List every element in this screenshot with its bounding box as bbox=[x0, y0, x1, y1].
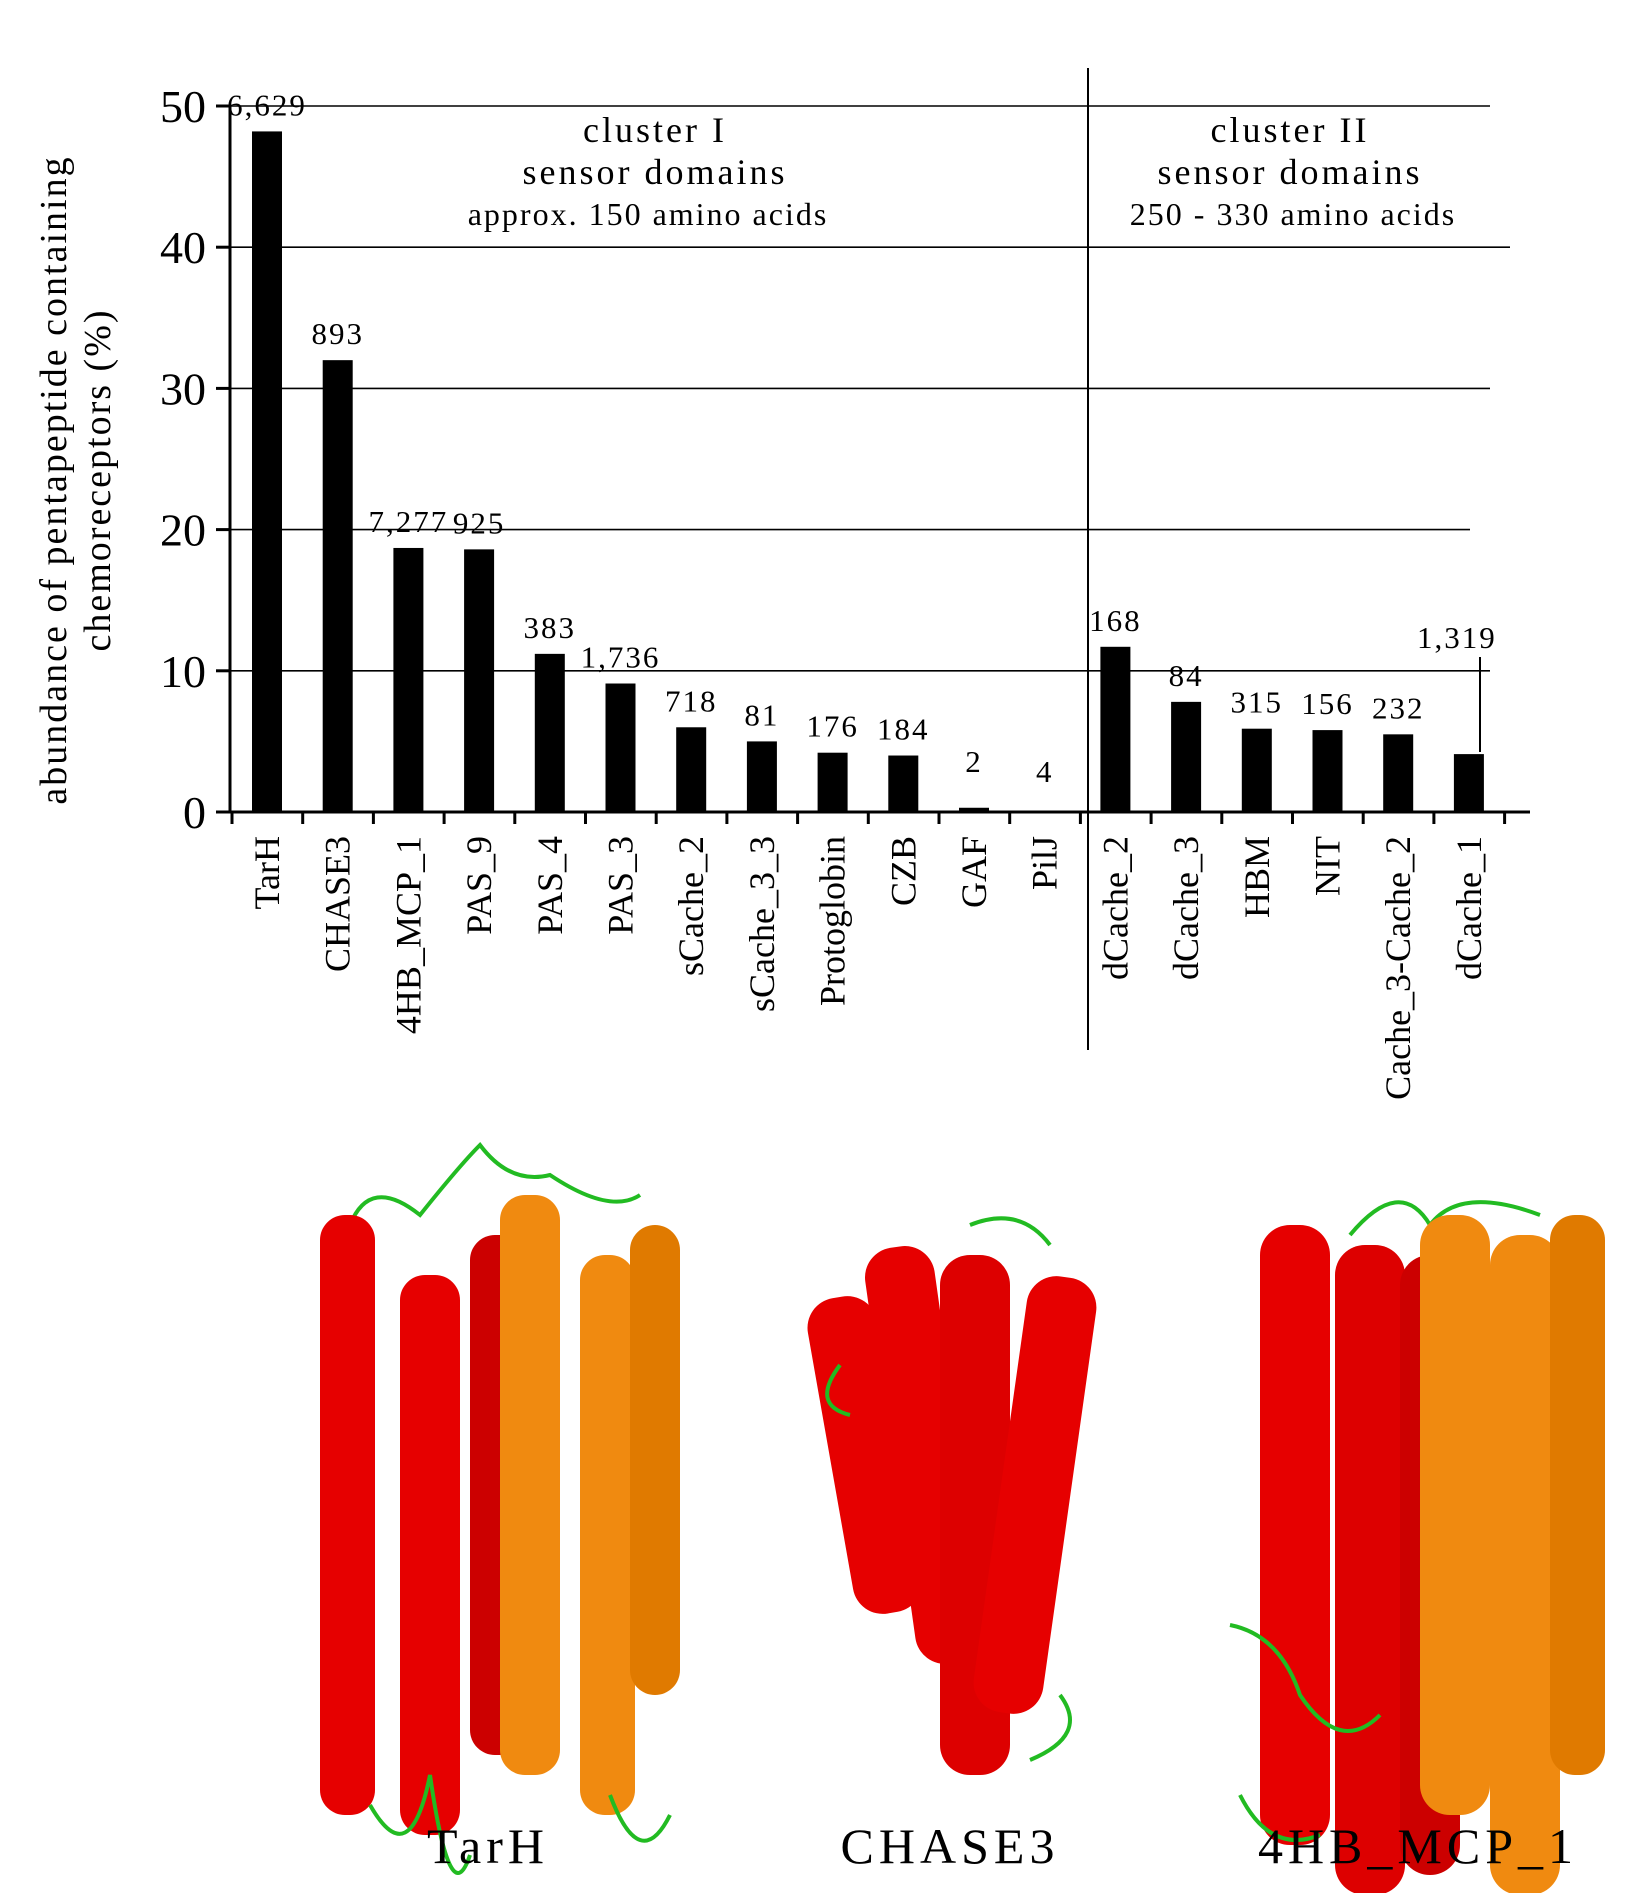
cluster-1-note: approx. 150 amino acids bbox=[468, 196, 829, 232]
tarh-helix bbox=[400, 1275, 460, 1835]
y-tick-label: 40 bbox=[160, 222, 206, 273]
y-tick-label: 50 bbox=[160, 81, 206, 132]
data-label: 184 bbox=[877, 712, 930, 747]
data-label: 383 bbox=[524, 610, 577, 645]
4hb-helix bbox=[1260, 1225, 1330, 1845]
data-label: 893 bbox=[311, 316, 364, 351]
category-label: CZB bbox=[883, 836, 923, 906]
chase3-structure bbox=[807, 1216, 1097, 1775]
category-label: CHASE3 bbox=[318, 836, 358, 972]
category-label: HBM bbox=[1237, 836, 1277, 918]
category-label: dCache_3 bbox=[1166, 836, 1206, 980]
bar bbox=[746, 741, 777, 812]
4hb-helix bbox=[1420, 1215, 1490, 1815]
chase3-helix bbox=[973, 1276, 1097, 1714]
category-label: sCache_2 bbox=[671, 836, 711, 976]
y-tick-label: 30 bbox=[160, 363, 206, 414]
4hb-helix bbox=[1550, 1215, 1605, 1775]
tarh-helix bbox=[320, 1215, 375, 1815]
cluster-1-subtitle: sensor domains bbox=[523, 152, 788, 192]
cluster-1-title: cluster I bbox=[583, 110, 727, 150]
data-label: 6,629 bbox=[227, 87, 307, 122]
category-label: sCache_3_3 bbox=[742, 836, 782, 1012]
data-label: 81 bbox=[744, 697, 779, 732]
category-label: NIT bbox=[1308, 836, 1348, 896]
structure-label-chase3: CHASE3 bbox=[841, 1818, 1060, 1874]
cluster-2-title: cluster II bbox=[1211, 110, 1370, 150]
y-tick-label: 20 bbox=[160, 505, 206, 556]
y-tick-labels: 0 10 20 30 40 50 bbox=[160, 81, 206, 838]
cluster-2-subtitle: sensor domains bbox=[1158, 152, 1423, 192]
4hb-helix bbox=[1335, 1245, 1405, 1893]
category-labels: TarH CHASE3 4HB_MCP_1 PAS_9 PAS_4 PAS_3 sCache… bbox=[247, 836, 1489, 1100]
tarh-helix bbox=[580, 1255, 635, 1815]
category-label: TarH bbox=[247, 836, 287, 909]
data-label: 156 bbox=[1301, 686, 1354, 721]
data-label: 176 bbox=[806, 709, 859, 744]
tarh-helix bbox=[500, 1195, 560, 1775]
data-label: 2 bbox=[965, 744, 983, 779]
axes bbox=[216, 104, 1530, 824]
data-label: 718 bbox=[665, 683, 718, 718]
bar bbox=[959, 807, 989, 812]
data-label: 232 bbox=[1372, 690, 1425, 725]
bar bbox=[817, 752, 848, 812]
bar bbox=[393, 547, 424, 812]
category-label: PAS_9 bbox=[459, 836, 499, 935]
data-label: 1,736 bbox=[581, 640, 661, 675]
category-label: PAS_3 bbox=[601, 836, 641, 935]
bar bbox=[888, 755, 919, 812]
tarh-structure bbox=[320, 1141, 680, 1875]
cluster-2-annotation: cluster II sensor domains 250 - 330 amin… bbox=[1130, 110, 1456, 232]
data-label: 925 bbox=[453, 505, 506, 540]
bar bbox=[1100, 646, 1131, 812]
structure-panels: TarH CHASE3 4HB_MCP_1 bbox=[320, 1141, 1605, 1893]
bar bbox=[1453, 754, 1484, 812]
bar bbox=[605, 683, 636, 812]
data-label: 315 bbox=[1231, 685, 1284, 720]
data-label: 7,277 bbox=[369, 504, 449, 539]
grid-lines bbox=[230, 105, 1510, 672]
bar bbox=[1241, 728, 1272, 812]
bar bbox=[464, 549, 495, 812]
structure-label-tarh: TarH bbox=[427, 1818, 549, 1874]
bars bbox=[252, 131, 1484, 812]
category-label: Cache_3-Cache_2 bbox=[1378, 836, 1418, 1100]
data-label: 84 bbox=[1169, 658, 1204, 693]
cluster-2-note: 250 - 330 amino acids bbox=[1130, 196, 1456, 232]
category-label: Protoglobin bbox=[813, 836, 853, 1006]
category-label: PilJ bbox=[1025, 836, 1065, 890]
structure-label-4hb-mcp-1: 4HB_MCP_1 bbox=[1258, 1818, 1578, 1874]
bar bbox=[322, 360, 353, 812]
bar bbox=[1383, 734, 1414, 812]
chase3-helix bbox=[807, 1296, 923, 1614]
tarh-helix bbox=[630, 1225, 680, 1695]
category-label: GAF bbox=[954, 836, 994, 908]
data-label: 1,319 bbox=[1417, 620, 1497, 655]
category-label: dCache_1 bbox=[1449, 836, 1489, 980]
data-label: 4 bbox=[1036, 754, 1054, 789]
y-axis-label-line-2: chemoreceptors (%) bbox=[77, 308, 119, 651]
category-label: dCache_2 bbox=[1095, 836, 1135, 980]
y-axis-label: abundance of pentapeptide containing che… bbox=[33, 155, 119, 804]
4hb-mcp-1-structure bbox=[1229, 1200, 1605, 1893]
4hb-helix bbox=[1490, 1235, 1560, 1893]
data-label: 168 bbox=[1089, 603, 1142, 638]
bar bbox=[676, 727, 707, 812]
category-label: PAS_4 bbox=[530, 836, 570, 935]
bar bbox=[1171, 701, 1202, 812]
y-tick-label: 10 bbox=[160, 646, 206, 697]
category-label: 4HB_MCP_1 bbox=[388, 836, 428, 1034]
cluster-1-annotation: cluster I sensor domains approx. 150 ami… bbox=[468, 110, 829, 232]
y-tick-label: 0 bbox=[183, 787, 206, 838]
bar bbox=[1312, 730, 1343, 812]
bar bbox=[252, 131, 282, 812]
bar bbox=[534, 653, 565, 812]
y-axis-label-line-1: abundance of pentapeptide containing bbox=[33, 155, 75, 804]
